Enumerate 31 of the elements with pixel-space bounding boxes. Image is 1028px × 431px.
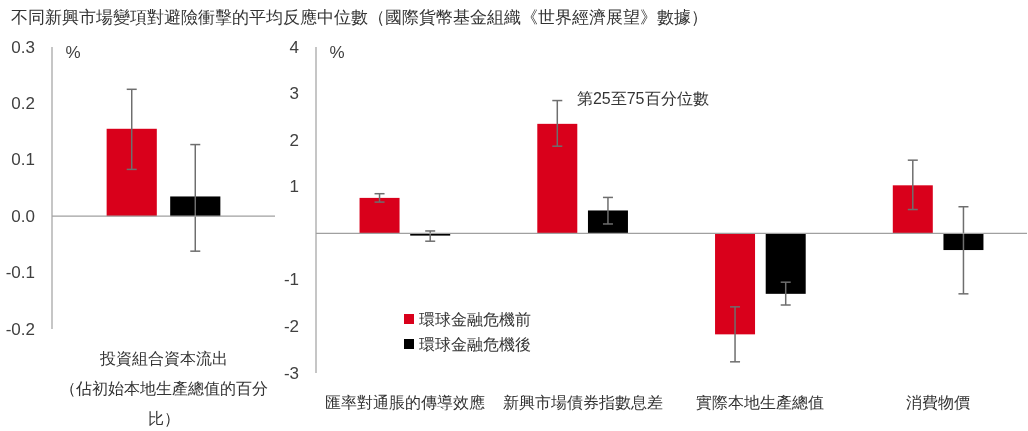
bar: [892, 185, 933, 234]
y-tick-label: 1: [289, 177, 299, 197]
y-tick-label: 0.2: [11, 93, 35, 113]
x-tick-label: 投資組合資本流出（佔初始本地生產總值的百分比）: [59, 349, 268, 427]
bar: [587, 210, 628, 234]
bar: [359, 197, 400, 234]
y-tick-label: 0.1: [11, 150, 35, 170]
annotation: 第25至75百分位數: [576, 89, 709, 107]
y-tick-label: 2: [289, 130, 299, 150]
bar: [765, 233, 806, 294]
y-tick-label: 0.3: [11, 37, 35, 57]
y-tick-label: 0.0: [11, 206, 35, 226]
y-axis-title: %: [65, 42, 81, 62]
y-tick-label: -0.2: [5, 319, 35, 339]
y-tick-label: -2: [283, 316, 299, 336]
y-tick-label: -1: [283, 270, 299, 290]
y-tick-label: 3: [289, 84, 299, 104]
x-tick-label: 新興市場債券指數息差: [502, 393, 663, 411]
y-tick-label: -3: [283, 363, 299, 383]
x-tick-label: 消費物價: [906, 393, 971, 411]
bar: [943, 233, 984, 251]
bar: [715, 233, 756, 335]
legend-label: 環球金融危機前: [419, 310, 531, 328]
y-tick-label: -0.1: [5, 263, 35, 283]
x-tick-label: 匯率對通脹的傳導效應: [324, 393, 485, 411]
y-tick-label: 4: [289, 37, 299, 57]
legend-label: 環球金融危機後: [419, 335, 531, 353]
y-axis-title: %: [329, 42, 345, 62]
text: 不同新興市場變項對避險衝擊的平均反應中位數（國際貨幣基金組織《世界經濟展望》數據）: [11, 8, 708, 27]
bar: [537, 123, 578, 234]
x-tick-label: 實際本地生產總值: [696, 393, 825, 411]
